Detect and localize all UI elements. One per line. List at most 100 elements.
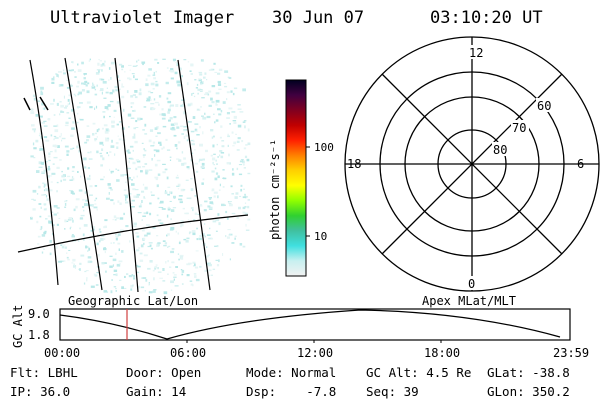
- emission-speckle: [32, 128, 36, 131]
- emission-speckle: [181, 151, 184, 154]
- emission-speckle: [75, 198, 80, 201]
- emission-speckle: [186, 212, 189, 215]
- emission-speckle: [95, 284, 99, 286]
- emission-speckle: [41, 251, 44, 254]
- emission-speckle: [212, 268, 216, 270]
- emission-speckle: [144, 133, 148, 135]
- emission-speckle: [182, 189, 186, 191]
- emission-speckle: [139, 88, 142, 92]
- emission-speckle: [94, 203, 97, 205]
- emission-speckle: [170, 280, 174, 284]
- emission-speckle: [212, 161, 214, 165]
- emission-speckle: [89, 204, 93, 207]
- emission-speckle: [89, 106, 93, 109]
- glat-field: GLat: -38.8: [487, 365, 570, 380]
- emission-speckle: [154, 163, 158, 167]
- emission-speckle: [226, 216, 229, 220]
- emission-speckle: [228, 234, 231, 236]
- emission-speckle: [178, 198, 183, 201]
- emission-speckle: [132, 65, 137, 67]
- emission-speckle: [232, 92, 235, 96]
- emission-speckle: [123, 108, 125, 112]
- emission-speckle: [79, 268, 81, 271]
- emission-speckle: [175, 230, 177, 233]
- emission-speckle: [36, 220, 39, 224]
- emission-speckle: [64, 219, 67, 223]
- emission-speckle: [170, 123, 175, 126]
- emission-speckle: [103, 124, 108, 127]
- emission-speckle: [48, 159, 51, 162]
- emission-speckle: [136, 60, 138, 63]
- emission-speckle: [141, 219, 143, 221]
- emission-speckle: [213, 191, 218, 194]
- emission-speckle: [240, 184, 243, 187]
- emission-speckle: [215, 159, 217, 162]
- emission-speckle: [217, 195, 219, 199]
- emission-speckle: [36, 193, 39, 195]
- emission-speckle: [205, 149, 208, 153]
- emission-speckle: [177, 141, 181, 144]
- emission-speckle: [242, 88, 246, 92]
- emission-speckle: [39, 115, 43, 118]
- x-tick-1200: 12:00: [297, 346, 333, 360]
- emission-speckle: [89, 194, 93, 196]
- emission-speckle: [70, 85, 73, 87]
- emission-speckle: [40, 226, 43, 229]
- emission-speckle: [59, 101, 62, 103]
- emission-speckle: [188, 262, 192, 265]
- emission-speckle: [98, 59, 100, 61]
- emission-speckle: [164, 168, 168, 171]
- emission-speckle: [110, 77, 112, 80]
- emission-speckle: [145, 279, 148, 282]
- altitude-x-ticks: [186, 340, 442, 343]
- emission-speckle: [94, 140, 97, 142]
- emission-speckle: [194, 212, 198, 215]
- emission-speckle: [62, 178, 67, 181]
- emission-speckle: [247, 205, 250, 209]
- emission-speckle: [40, 206, 42, 209]
- emission-speckle: [53, 76, 55, 78]
- emission-speckle: [136, 175, 138, 178]
- emission-speckle: [231, 172, 235, 176]
- emission-speckle: [62, 69, 65, 72]
- emission-speckle: [124, 71, 126, 73]
- emission-speckle: [164, 191, 168, 195]
- emission-speckle: [199, 265, 202, 268]
- emission-speckle: [229, 162, 231, 165]
- emission-speckle: [155, 149, 160, 153]
- colorbar-tick-100: 100: [314, 141, 334, 154]
- emission-speckle: [142, 215, 146, 217]
- emission-speckle: [214, 71, 217, 73]
- emission-speckle: [143, 242, 145, 245]
- emission-speckle: [142, 129, 145, 131]
- emission-speckle: [76, 145, 79, 149]
- emission-speckle: [37, 235, 41, 238]
- emission-speckle: [170, 69, 175, 73]
- emission-speckle: [100, 155, 103, 158]
- emission-speckle: [115, 142, 119, 145]
- emission-speckle: [235, 133, 237, 135]
- glat-value: -38.8: [532, 365, 570, 380]
- emission-speckle: [219, 136, 222, 139]
- emission-speckle: [120, 229, 124, 233]
- emission-speckle: [142, 154, 146, 156]
- emission-speckle: [209, 197, 212, 200]
- emission-speckle: [211, 237, 213, 240]
- emission-speckle: [198, 79, 202, 82]
- emission-speckle: [41, 234, 46, 237]
- emission-speckle: [56, 181, 59, 184]
- emission-speckle: [230, 185, 233, 188]
- emission-speckle: [115, 234, 117, 236]
- emission-speckle: [181, 283, 184, 285]
- emission-speckle: [132, 161, 136, 165]
- gc-alt-value: 4.5 Re: [426, 365, 472, 380]
- emission-speckle: [72, 147, 75, 149]
- emission-speckle: [187, 103, 191, 107]
- emission-speckle: [43, 248, 45, 250]
- emission-speckle: [153, 77, 156, 80]
- emission-speckle: [155, 83, 159, 87]
- emission-speckle: [103, 248, 107, 251]
- emission-speckle: [186, 82, 189, 86]
- emission-speckle: [230, 90, 233, 93]
- emission-speckle: [218, 68, 223, 71]
